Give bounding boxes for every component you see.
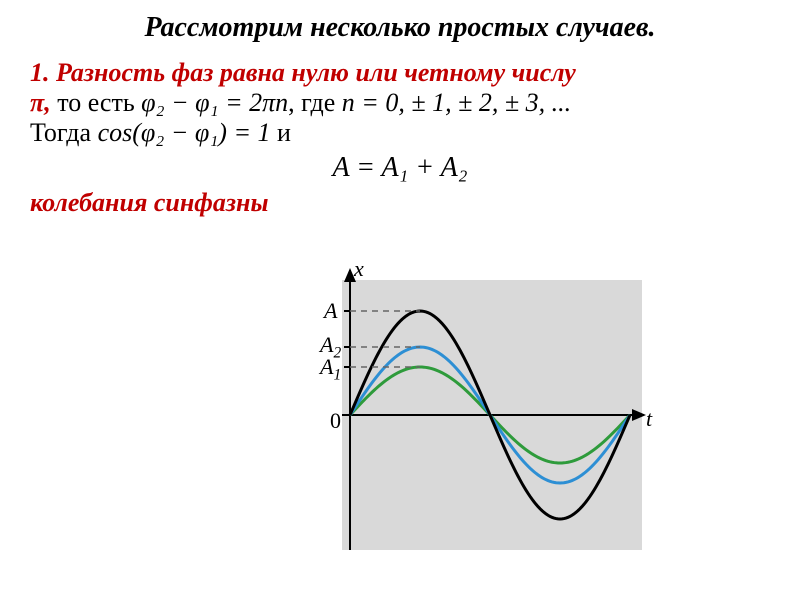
wave-chart: x t 0 A A2 A1 [290,260,670,570]
formula-phase: φ₂ − φ₁ = 2πn [141,88,288,117]
y-axis-label: x [354,256,364,282]
pi-label: π, [30,88,51,117]
case1-line1: 1. Разность фаз равна нулю или четному ч… [30,58,576,87]
that-is: то есть [51,88,141,117]
and-text: и [271,118,291,147]
x-axis-label: t [646,406,652,432]
formula-cos: cos(φ₂ − φ₁) = 1 [98,118,271,147]
amp-a-label: A [324,298,337,324]
then-text: Тогда [30,118,98,147]
inphase-label: колебания синфазны [30,188,269,217]
where-text: , где [288,88,342,117]
slide-title: Рассмотрим несколько простых случаев. [30,12,770,44]
formula-n: n = 0, ± 1, ± 2, ± 3, ... [342,88,571,117]
origin-label: 0 [330,408,341,434]
case-1-block: 1. Разность фаз равна нулю или четному ч… [30,58,770,218]
formula-amplitude: A = A₁ + A₂ [332,152,467,183]
amp-a1-label: A1 [320,354,341,384]
